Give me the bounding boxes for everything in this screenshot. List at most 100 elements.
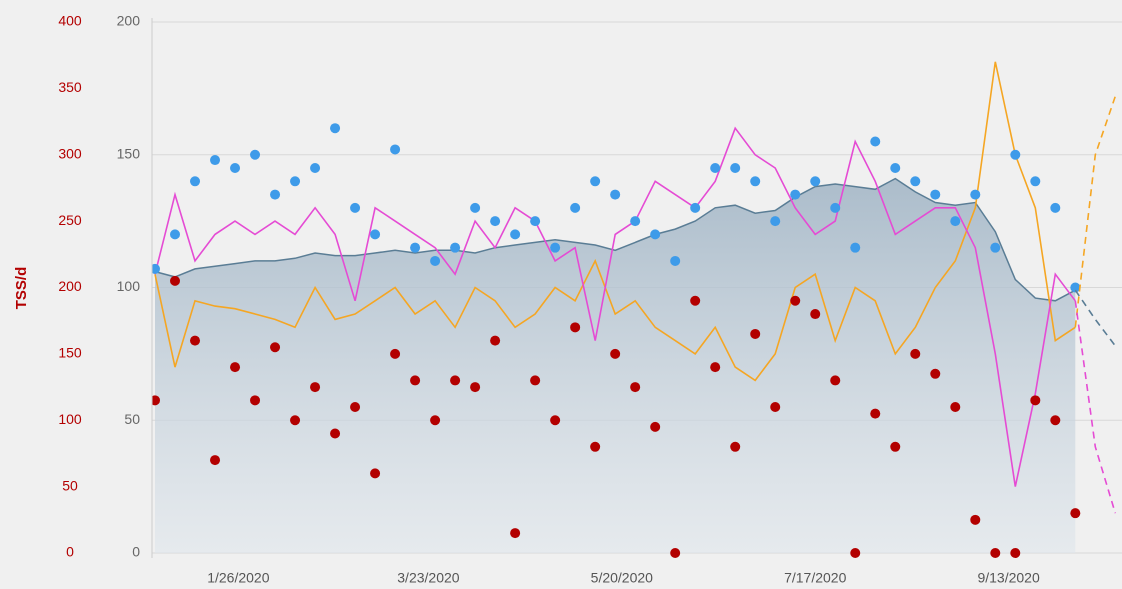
y-tick-label: 50 [62,477,78,493]
dot [170,275,181,286]
dot [670,548,681,558]
dot [290,415,301,426]
dot [1030,176,1041,187]
y2-tick-label: 50 [124,411,140,427]
dot [450,242,461,253]
dot [330,123,341,134]
dot [1010,548,1021,558]
dot [410,375,421,386]
dot [870,408,881,419]
dot [870,136,881,147]
dot [750,328,761,339]
y-tick-label: 400 [58,13,82,29]
dot [770,401,781,412]
dot [350,401,361,412]
projection-line [1074,96,1117,328]
dot [630,216,641,227]
dot [190,335,201,346]
dot [910,176,921,187]
dot [890,163,901,174]
dot [152,395,160,406]
dot [250,149,261,160]
dot [550,242,561,253]
dot [390,144,401,155]
x-tick-label: 3/23/2020 [397,570,459,586]
dot [790,189,801,200]
dot [810,176,821,187]
dot [690,202,701,213]
dot [570,202,581,213]
dot [152,263,160,274]
dot [790,295,801,306]
dot [1070,282,1081,293]
y-tick-label: 250 [58,212,82,228]
x-tick-label: 1/26/2020 [207,570,269,586]
dot [930,189,941,200]
dot [710,163,721,174]
dot [930,368,941,379]
y-axis-label: TSS/d [13,267,30,310]
dot [290,176,301,187]
dot [1050,202,1061,213]
dot [350,202,361,213]
dot [410,242,421,253]
dot [490,216,501,227]
y-tick-label: 350 [58,79,82,95]
dot [690,295,701,306]
dot [470,202,481,213]
dot [510,528,521,539]
dot [210,155,221,166]
dot [450,375,461,386]
dot [730,163,741,174]
dot [850,548,861,558]
dot [990,242,1001,253]
dot [970,514,981,525]
dot [590,441,601,452]
dot [650,421,661,432]
dot [270,189,281,200]
dot [630,382,641,393]
x-tick-label: 9/13/2020 [977,570,1039,586]
dot [490,335,501,346]
dot [570,322,581,333]
dot [730,441,741,452]
area-line [154,177,1076,302]
dot [370,229,381,240]
dot [850,242,861,253]
dot [890,441,901,452]
dot [970,189,981,200]
dot [910,348,921,359]
x-tick-label: 7/17/2020 [784,570,846,586]
dot [810,309,821,320]
dot [830,375,841,386]
dot [830,202,841,213]
y-tick-label: 200 [58,278,82,294]
y2-tick-label: 150 [117,145,141,161]
dot [990,548,1001,558]
dot [330,428,341,439]
dot [170,229,181,240]
dot [750,176,761,187]
dot [310,163,321,174]
line [154,61,1076,382]
dot [550,415,561,426]
y-tick-label: 150 [58,345,82,361]
dot [190,176,201,187]
dot [250,395,261,406]
y-tick-label: 0 [66,544,74,560]
dot [770,216,781,227]
y2-tick-label: 200 [117,13,141,29]
dot [430,255,441,266]
y2-tick-label: 0 [132,544,140,560]
x-tick-label: 5/20/2020 [591,570,653,586]
dot [230,163,241,174]
y2-tick-label: 100 [117,278,141,294]
dot [210,455,221,466]
dot [470,382,481,393]
dot [530,375,541,386]
dot [610,348,621,359]
dot [590,176,601,187]
dot [610,189,621,200]
dot [230,362,241,373]
